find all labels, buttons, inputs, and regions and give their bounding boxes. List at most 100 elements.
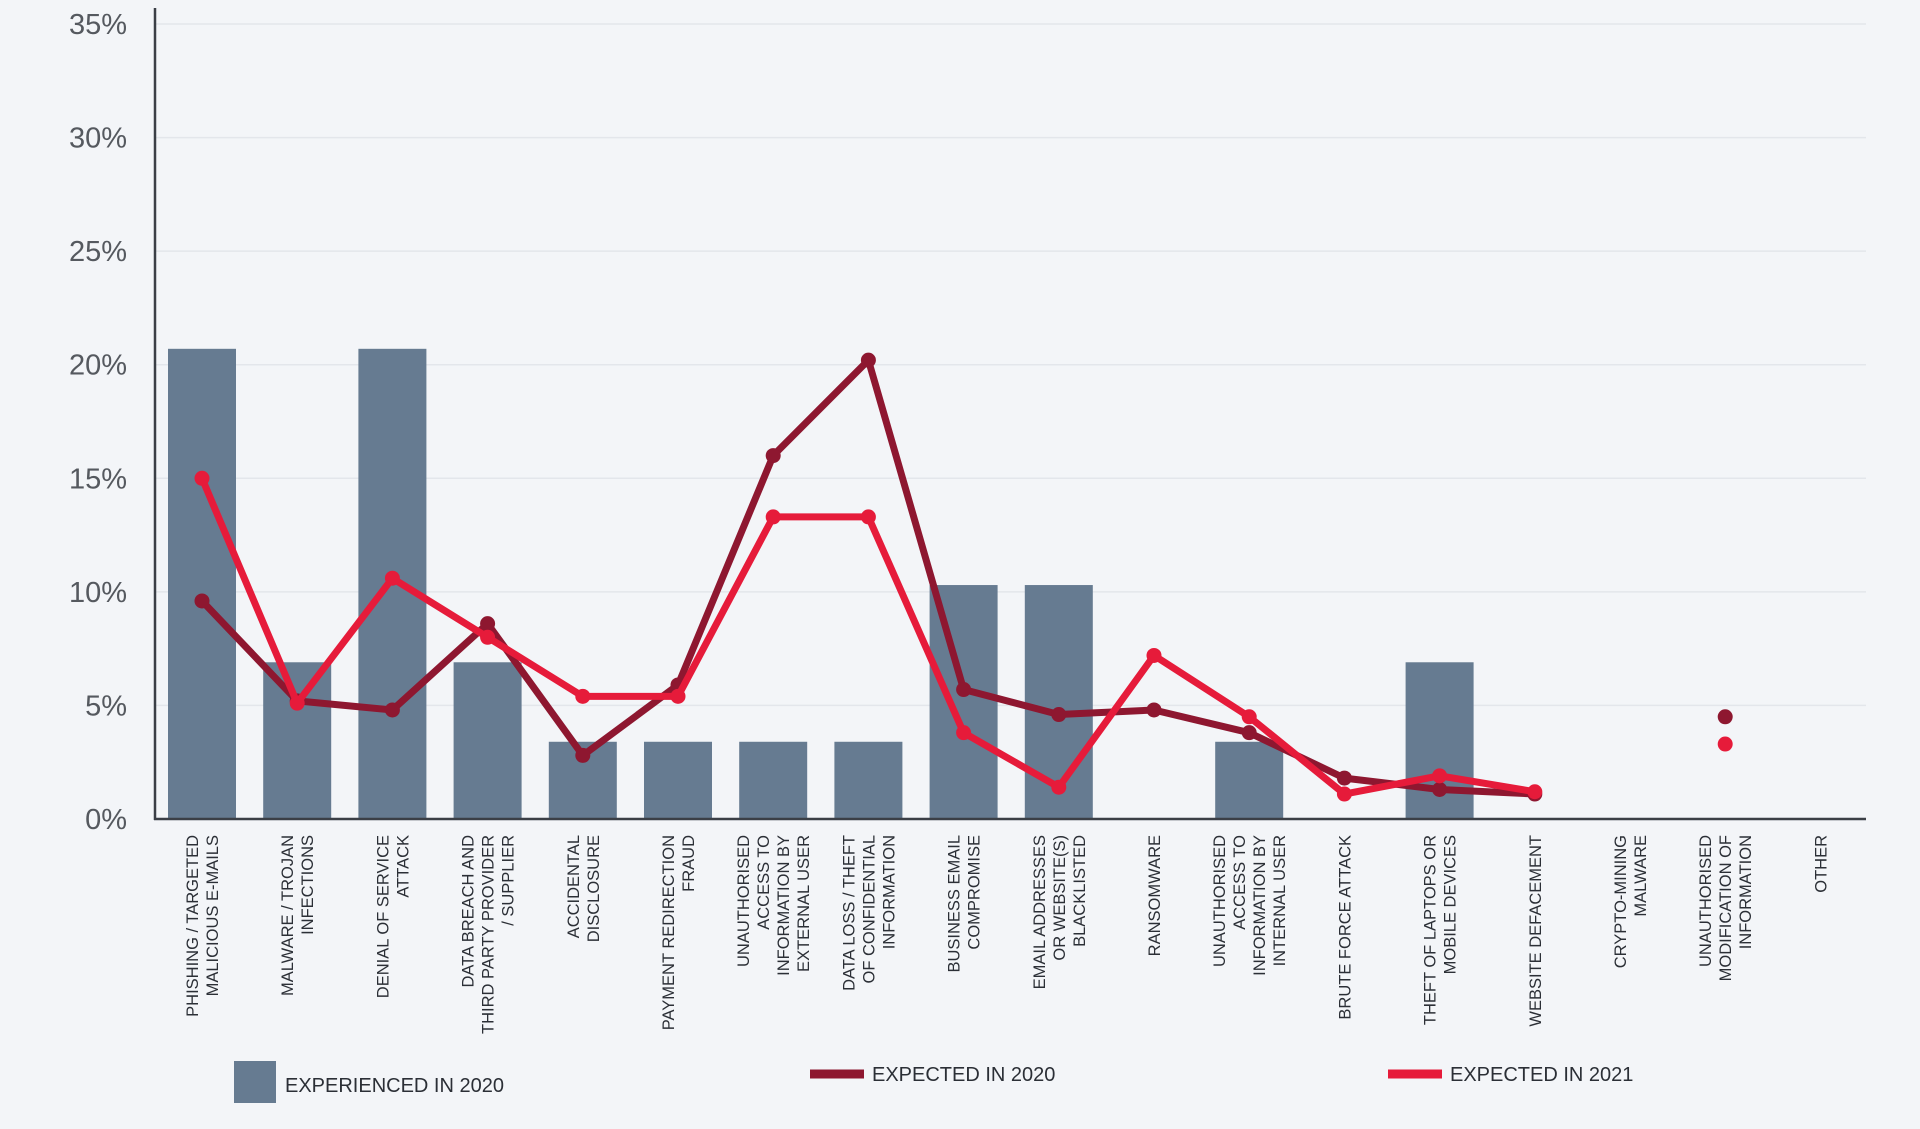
- series-point: [194, 593, 210, 609]
- y-axis-ticks: 0% 5% 10% 15% 20% 25% 30% 35%: [69, 9, 127, 836]
- bar: [644, 741, 712, 819]
- x-tick-label: BRUTE FORCE ATTACK: [1336, 835, 1354, 1020]
- x-tick-label: THEFT OF LAPTOPS OR MOBILE DEVICES: [1422, 835, 1460, 1025]
- x-tick-label-line: UNAUTHORISED: [1211, 835, 1229, 967]
- x-tick-label-line: UNAUTHORISED: [735, 835, 753, 967]
- bar: [1215, 741, 1284, 819]
- y-tick-label: 25%: [69, 236, 127, 268]
- x-tick-label: WEBSITE DEFACEMENT: [1527, 835, 1545, 1027]
- legend-item: EXPECTED IN 2020: [810, 1064, 1055, 1086]
- x-tick-label: DATA BREACH AND THIRD PARTY PROVIDER / SUP…: [460, 835, 518, 1034]
- x-tick-label-line: ACCESS TO: [755, 835, 773, 930]
- bar: [929, 585, 998, 819]
- x-tick-label-line: THIRD PARTY PROVIDER: [480, 835, 498, 1034]
- series-point: [1432, 768, 1448, 784]
- x-tick-label-line: COMPROMISE: [966, 835, 984, 950]
- series-point: [860, 509, 876, 525]
- series-point: [956, 682, 972, 698]
- series-point: [1146, 702, 1162, 718]
- legend-label: EXPECTED IN 2021: [1450, 1064, 1633, 1086]
- series-point: [1432, 781, 1448, 797]
- x-tick-label: UNAUTHORISED MODIFICATION OF INFORMATION: [1697, 835, 1755, 981]
- x-axis-category-labels: PHISHING / TARGETED MALICIOUS E-MAILS MALW…: [184, 835, 1830, 1034]
- x-tick-label-line: INFORMATION BY: [1251, 835, 1269, 976]
- series-point: [1051, 707, 1067, 723]
- x-tick-label: RANSOMWARE: [1146, 835, 1164, 956]
- series-point: [1051, 779, 1067, 795]
- series-point: [384, 570, 400, 586]
- x-tick-label-line: EXTERNAL USER: [795, 835, 813, 972]
- x-tick-label-line: INFECTIONS: [299, 835, 317, 935]
- bar: [834, 741, 903, 819]
- x-tick-label-line: BLACKLISTED: [1071, 835, 1089, 947]
- series-point: [765, 448, 781, 464]
- grid-lines: [155, 23, 1866, 707]
- x-tick-label-line: PHISHING / TARGETED: [184, 835, 202, 1017]
- series-point: [384, 702, 400, 718]
- series-point: [194, 470, 210, 486]
- x-tick-label-line: UNAUTHORISED: [1697, 835, 1715, 967]
- series-point: [575, 688, 591, 704]
- legend-label: EXPERIENCED IN 2020: [285, 1075, 504, 1097]
- series-point: [956, 725, 972, 741]
- series-point: [1336, 770, 1352, 786]
- x-tick-label-line: ATTACK: [394, 835, 412, 898]
- series-point: [1336, 786, 1352, 802]
- x-tick-label: BUSINESS EMAIL COMPROMISE: [946, 835, 984, 973]
- x-tick-label-line: MALICIOUS E-MAILS: [204, 835, 222, 996]
- series-point: [289, 695, 305, 711]
- y-tick-label: 30%: [69, 123, 127, 155]
- x-tick-label-line: BRUTE FORCE ATTACK: [1336, 835, 1354, 1020]
- x-tick-label-line: ACCESS TO: [1231, 835, 1249, 930]
- bars-experienced-2020: [168, 348, 1474, 819]
- x-tick-label-line: ACCIDENTAL: [565, 835, 583, 938]
- x-tick-label: DATA LOSS / THEFT OF CONFIDENTIAL INFORMAT…: [840, 835, 898, 991]
- series-point: [480, 629, 496, 645]
- x-tick-label-line: RANSOMWARE: [1146, 835, 1164, 956]
- x-tick-label-line: OR WEBSITE(S): [1051, 835, 1069, 961]
- x-tick-label: ACCIDENTAL DISCLOSURE: [565, 835, 603, 942]
- y-tick-label: 10%: [69, 577, 127, 609]
- x-tick-label-line: FRAUD: [680, 835, 698, 892]
- bar: [453, 662, 522, 819]
- x-tick-label: CRYPTO-MINING MALWARE: [1612, 835, 1650, 968]
- x-tick-label: PAYMENT REDIRECTION FRAUD: [660, 835, 698, 1030]
- series-point: [670, 688, 686, 704]
- legend: EXPERIENCED IN 2020 EXPECTED IN 2020 EXPEC…: [234, 1061, 1633, 1103]
- series-point: [575, 747, 591, 763]
- x-tick-label: EMAIL ADDRESSES OR WEBSITE(S) BLACKLISTED: [1031, 835, 1089, 989]
- x-tick-label: PHISHING / TARGETED MALICIOUS E-MAILS: [184, 835, 222, 1017]
- legend-item: EXPERIENCED IN 2020: [234, 1061, 504, 1103]
- series-point: [1241, 725, 1257, 741]
- bar: [168, 348, 236, 819]
- y-tick-label: 15%: [69, 463, 127, 495]
- x-tick-label-line: / SUPPLIER: [500, 835, 518, 926]
- x-tick-label-line: DENIAL OF SERVICE: [374, 835, 392, 998]
- legend-label: EXPECTED IN 2020: [872, 1064, 1055, 1086]
- x-tick-label-line: OF CONFIDENTIAL: [860, 835, 878, 984]
- series-point: [860, 352, 876, 368]
- x-tick-label: DENIAL OF SERVICE ATTACK: [374, 835, 412, 998]
- series-point: [480, 616, 496, 632]
- series-point: [1527, 784, 1543, 800]
- series-point: [765, 509, 781, 525]
- x-tick-label-line: OTHER: [1812, 835, 1830, 893]
- x-tick-label-line: PAYMENT REDIRECTION: [660, 835, 678, 1030]
- series-expected-in-2021: [194, 470, 1733, 802]
- series-point: [1146, 647, 1162, 663]
- y-tick-label: 35%: [69, 9, 127, 41]
- x-tick-label-line: BUSINESS EMAIL: [946, 835, 964, 973]
- x-tick-label: OTHER: [1812, 835, 1830, 893]
- bar: [739, 741, 808, 819]
- series-point: [1717, 709, 1733, 725]
- y-tick-label: 20%: [69, 350, 127, 382]
- x-tick-label-line: MOBILE DEVICES: [1442, 835, 1460, 974]
- series-point: [1241, 709, 1257, 725]
- x-tick-label: MALWARE / TROJAN INFECTIONS: [279, 835, 317, 996]
- x-tick-label-line: MODIFICATION OF: [1717, 835, 1735, 981]
- legend-item: EXPECTED IN 2021: [1388, 1064, 1633, 1086]
- legend-swatch: [234, 1061, 276, 1103]
- x-tick-label-line: DISCLOSURE: [585, 835, 603, 942]
